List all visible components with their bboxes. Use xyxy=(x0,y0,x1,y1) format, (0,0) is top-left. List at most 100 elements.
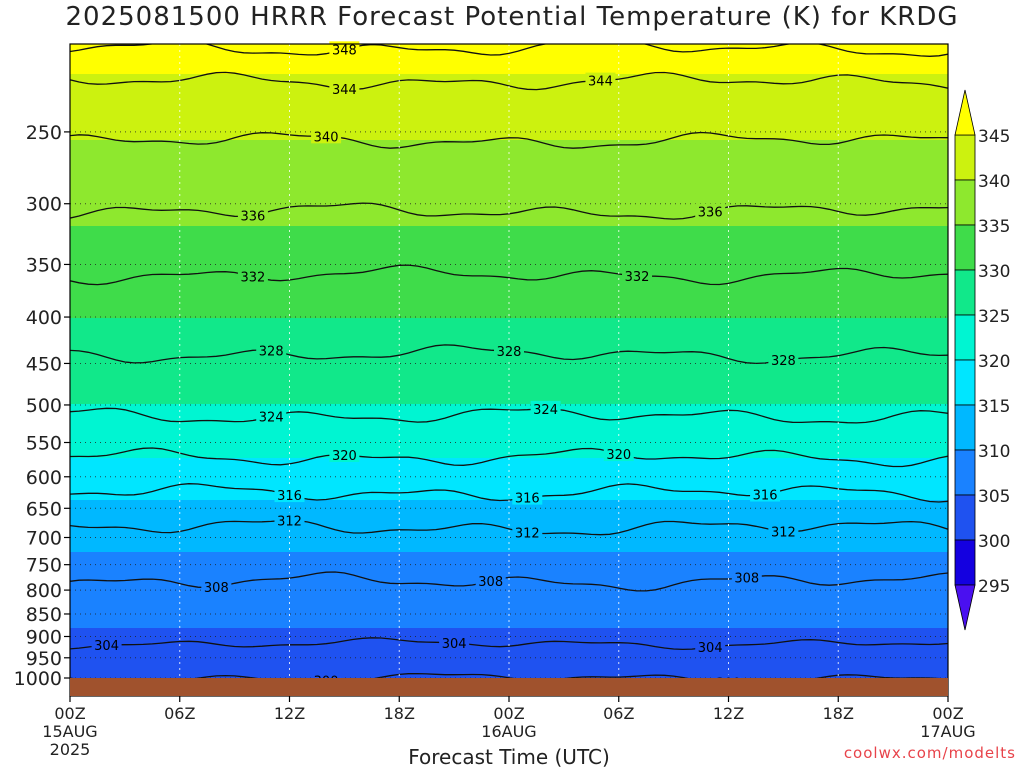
theta-shading-band xyxy=(70,504,948,507)
x-tick-label: 18Z xyxy=(384,704,415,723)
contour-label: 308 xyxy=(204,581,229,596)
contour-line-340 xyxy=(70,131,948,149)
theta-shading-band xyxy=(70,598,948,601)
y-tick-label: 600 xyxy=(26,467,62,489)
contour-label-bg xyxy=(256,408,287,424)
theta-shading-band xyxy=(70,252,948,255)
theta-shading-band xyxy=(70,510,948,513)
theta-shading-band xyxy=(70,634,948,637)
theta-shading-band xyxy=(70,154,948,157)
theta-shading-band xyxy=(70,130,948,133)
theta-shading-band xyxy=(70,132,948,135)
contour-label-bg xyxy=(256,342,287,358)
x-tick-label: 12Z xyxy=(713,704,744,723)
theta-shading-band xyxy=(70,390,948,393)
theta-shading-band xyxy=(70,222,948,225)
contour-label: 308 xyxy=(734,572,759,587)
theta-shading-band xyxy=(70,240,948,243)
theta-shading-band xyxy=(70,304,948,307)
y-tick-label: 500 xyxy=(26,395,62,417)
x-axis-label: Forecast Time (UTC) xyxy=(408,745,610,768)
colorbar-swatch xyxy=(954,314,976,361)
theta-shading-band xyxy=(70,256,948,259)
theta-shading-band xyxy=(70,88,948,91)
contour-label-bg xyxy=(512,489,543,505)
theta-shading-band xyxy=(70,120,948,123)
theta-shading-band xyxy=(70,66,948,69)
theta-shading-band xyxy=(70,70,948,73)
theta-shading-band xyxy=(70,540,948,543)
theta-shading-band xyxy=(70,306,948,309)
contour-label-bg xyxy=(274,512,305,528)
theta-shading-band xyxy=(70,466,948,469)
theta-shading-band xyxy=(70,396,948,399)
theta-shading-band xyxy=(70,456,948,459)
x-tick-label: 06Z xyxy=(164,704,195,723)
theta-shading-band xyxy=(70,58,948,61)
contour-label-bg xyxy=(512,524,543,540)
theta-shading-band xyxy=(70,628,948,631)
theta-shading-band xyxy=(70,636,948,639)
theta-shading-band xyxy=(70,424,948,427)
theta-shading-band xyxy=(70,562,948,565)
theta-shading-band xyxy=(70,462,948,465)
contour-label-bg xyxy=(475,573,506,589)
theta-shading-band xyxy=(70,400,948,403)
theta-shading-band xyxy=(70,484,948,487)
theta-shading-band xyxy=(70,610,948,613)
y-tick-label: 950 xyxy=(26,648,62,670)
theta-shading-band xyxy=(70,388,948,391)
theta-shading-band xyxy=(70,202,948,205)
colorbar-label: 320 xyxy=(978,352,1010,372)
contour-label-bg xyxy=(237,268,268,284)
theta-shading-band xyxy=(70,586,948,589)
contour-label-bg xyxy=(695,203,726,219)
theta-shading-band xyxy=(70,436,948,439)
theta-shading-band xyxy=(70,604,948,607)
theta-shading-band xyxy=(70,184,948,187)
theta-shading-band xyxy=(70,664,948,667)
contour-label-bg xyxy=(768,352,799,368)
theta-shading-band xyxy=(70,232,948,235)
theta-shading-band xyxy=(70,72,948,75)
theta-shading-band xyxy=(70,234,948,237)
contour-label: 304 xyxy=(94,639,119,654)
theta-shading-band xyxy=(70,442,948,445)
theta-shading-band xyxy=(70,280,948,283)
colorbar-label: 310 xyxy=(978,442,1010,462)
colorbar-swatch xyxy=(954,134,976,181)
theta-shading-band xyxy=(70,406,948,409)
theta-shading-band xyxy=(70,460,948,463)
theta-shading-band xyxy=(70,606,948,609)
theta-shading-band xyxy=(70,474,948,477)
theta-shading-band xyxy=(70,652,948,655)
theta-shading-band xyxy=(70,318,948,321)
theta-shading-band xyxy=(70,430,948,433)
colorbar-swatch xyxy=(954,449,976,496)
theta-shading-band xyxy=(70,414,948,417)
theta-shading-band xyxy=(70,420,948,423)
theta-shading-band xyxy=(70,310,948,313)
theta-shading-band xyxy=(70,330,948,333)
contour-label: 316 xyxy=(277,489,302,504)
contour-label-bg xyxy=(439,634,470,650)
theta-shading-band xyxy=(70,480,948,483)
theta-shading-band xyxy=(70,486,948,489)
theta-shading-band xyxy=(70,630,948,633)
theta-shading-band xyxy=(70,588,948,591)
y-tick-label: 550 xyxy=(26,432,62,454)
theta-shading-band xyxy=(70,228,948,231)
theta-shading-band xyxy=(70,168,948,171)
x-tick-label: 00Z xyxy=(54,704,85,723)
theta-shading-band xyxy=(70,298,948,301)
colorbar-swatch xyxy=(954,539,976,586)
contour-label: 328 xyxy=(497,345,522,360)
colorbar-swatch xyxy=(954,494,976,541)
x-tick-label: 00Z xyxy=(932,704,963,723)
contour-label-bg xyxy=(201,578,232,594)
y-tick-label: 800 xyxy=(26,580,62,602)
theta-shading-band xyxy=(70,76,948,79)
theta-shading-band xyxy=(70,438,948,441)
theta-shading-band xyxy=(70,322,948,325)
